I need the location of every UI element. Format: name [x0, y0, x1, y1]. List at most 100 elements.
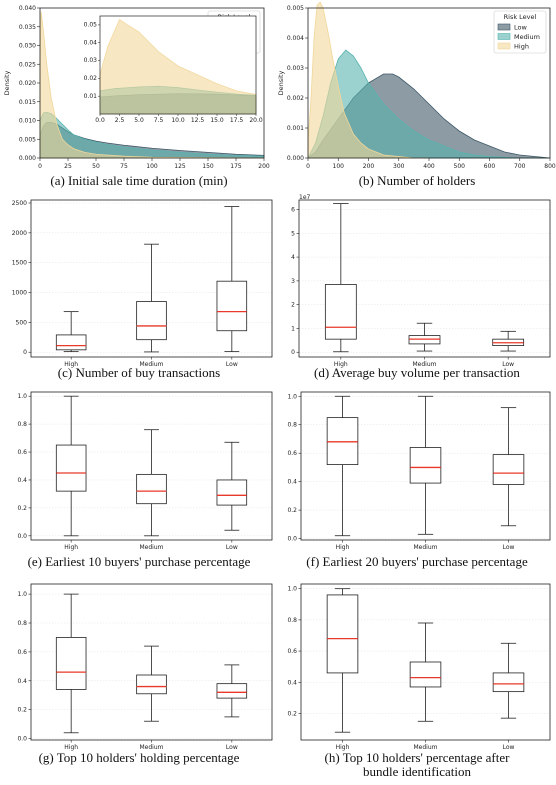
x-tick-label: 150	[202, 163, 214, 170]
legend-label-medium: Medium	[514, 33, 540, 41]
x-tick-label: Medium	[140, 544, 164, 551]
box-low	[492, 407, 525, 527]
y-tick-label: 0.030	[19, 43, 36, 50]
box-iqr	[492, 672, 525, 693]
y-tick-label: 0.010	[19, 118, 36, 125]
x-tick-label: 300	[393, 163, 405, 170]
y-tick-label: 0.4	[17, 477, 27, 484]
x-tick-label: 800	[544, 163, 556, 170]
inset-y-tick-label: 0.03	[84, 57, 98, 64]
y-tick-label: 1.0	[287, 586, 297, 593]
panel-b: 0 100 200 300 400 500 600 700 800 0.000 0.001 0.002…	[277, 0, 556, 196]
y-tick-label: 1.0	[17, 393, 27, 400]
panel-f: High Medium Low 0.0 0.2 0.4 0.6 0.8 1.0 (f) Earl…	[278, 386, 556, 576]
box-iqr	[55, 334, 87, 351]
y-tick-label: 2500	[12, 200, 27, 207]
y-tick-label: 0.000	[287, 155, 304, 162]
box-medium	[136, 243, 167, 353]
y-tick-label: 0.0	[287, 536, 297, 543]
y-tick-label: 0.035	[19, 24, 36, 31]
y-tick-label: 0.004	[287, 35, 304, 42]
box-iqr	[216, 280, 248, 332]
legend-swatch-medium	[497, 33, 511, 40]
inset-y-tick-label: 0.04	[84, 39, 98, 46]
box-medium	[136, 429, 167, 537]
y-tick-label: 0.6	[287, 450, 297, 457]
inset-x-tick-label: 12.5	[191, 117, 205, 124]
x-tick-label: 500	[454, 163, 466, 170]
x-tick-label: High	[64, 361, 78, 368]
caption-c: (c) Number of buy transactions	[57, 365, 221, 380]
box-iqr	[136, 473, 167, 505]
caption-h: (h) Top 10 holders' percentage after bun…	[324, 750, 510, 779]
y-tick-label: 0.6	[17, 449, 27, 456]
y-tick-label: 0.005	[19, 136, 36, 143]
y-tick-label: 0.0	[17, 736, 27, 743]
chart-c: High Medium Low 0 500 1000 1500 2000 2500	[12, 199, 273, 368]
legend-swatch-high	[497, 42, 511, 50]
y-tick-label: 1500	[12, 260, 27, 267]
y-tick-label: 0.4	[287, 479, 297, 486]
inset-x-tick-label: 7.5	[154, 117, 164, 124]
y-tick-label: 0.2	[17, 707, 27, 714]
x-tick-label: 0	[38, 163, 42, 170]
y-tick-label: 0.2	[287, 507, 297, 514]
x-tick-label: Low	[502, 361, 514, 368]
caption-a: (a) Initial sale time duration (min)	[50, 173, 228, 188]
y-tick-label: 1000	[12, 290, 27, 297]
panel-d: High Medium Low 0 1 2 3 4 5 6 1e7 (d) Average buy …	[278, 192, 556, 384]
box-medium	[409, 622, 442, 722]
inset-x-tick-label: 15.0	[210, 117, 224, 124]
y-exponent-label: 1e7	[299, 194, 311, 201]
box-high	[326, 395, 359, 537]
x-tick-label: High	[334, 361, 348, 368]
caption-d: (d) Average buy volume per transaction	[314, 365, 520, 380]
legend-swatch-low	[497, 23, 511, 31]
inset-x-tick-label: 17.5	[230, 117, 244, 124]
x-tick-label: 75	[120, 163, 128, 170]
caption-f: (f) Earliest 20 buyers' purchase percent…	[306, 554, 528, 569]
y-tick-label: 0.6	[17, 649, 27, 656]
box-low	[216, 664, 248, 718]
panel-a: 0 25 50 75 100 125 150 175 200 0.000 0.005 0.010 0.0…	[0, 0, 278, 196]
x-tick-label: 100	[146, 163, 158, 170]
y-axis-label: Density	[277, 70, 285, 95]
y-tick-label: 0.015	[19, 99, 36, 106]
y-tick-label: 0.8	[17, 421, 27, 428]
x-tick-label: High	[336, 744, 350, 751]
inset-x-tick-label: 5.0	[134, 117, 144, 124]
legend-label-high: High	[514, 43, 529, 51]
box-iqr	[136, 674, 167, 695]
panel-h: High Medium Low 0.2 0.4 0.6 0.8 1.0 (h) Top 10 …	[278, 578, 556, 785]
chart-b: 0 100 200 300 400 500 600 700 800 0.000 0.001 0.002…	[277, 1, 556, 170]
chart-e: High Medium Low 0.0 0.2 0.4 0.6 0.8 1.0	[17, 391, 273, 551]
x-tick-label: Medium	[414, 544, 438, 551]
box-iqr	[55, 637, 87, 690]
x-tick-label: High	[336, 544, 350, 551]
box-high	[326, 588, 359, 733]
panel-e: High Medium Low 0.0 0.2 0.4 0.6 0.8 1.0 (e) Earl…	[0, 386, 278, 576]
box-high	[55, 593, 87, 734]
y-tick-label: 0.003	[287, 65, 304, 72]
y-tick-label: 0.020	[19, 80, 36, 87]
y-tick-label: 0	[23, 349, 27, 356]
x-tick-label: Low	[226, 361, 238, 368]
panel-c: High Medium Low 0 500 1000 1500 2000 2500 (c) Nu…	[0, 192, 278, 384]
y-tick-label: 0.2	[287, 710, 297, 717]
caption-b: (b) Number of holders	[358, 173, 476, 188]
y-tick-label: 0.001	[287, 125, 304, 132]
legend-box	[493, 10, 547, 54]
box-iqr	[409, 661, 442, 688]
y-axis-label: Density	[3, 70, 11, 95]
box-low	[216, 206, 248, 353]
legend-title: Risk Level	[504, 13, 537, 21]
box-iqr	[216, 683, 248, 699]
y-tick-label: 2000	[12, 230, 27, 237]
inset-x-tick-label: 2.5	[115, 117, 125, 124]
box-high	[55, 395, 87, 537]
box-medium	[409, 395, 442, 535]
x-tick-label: Medium	[414, 744, 438, 751]
y-tick-label: 0.0	[17, 533, 27, 540]
caption-g: (g) Top 10 holders' holding percentage	[38, 750, 240, 765]
